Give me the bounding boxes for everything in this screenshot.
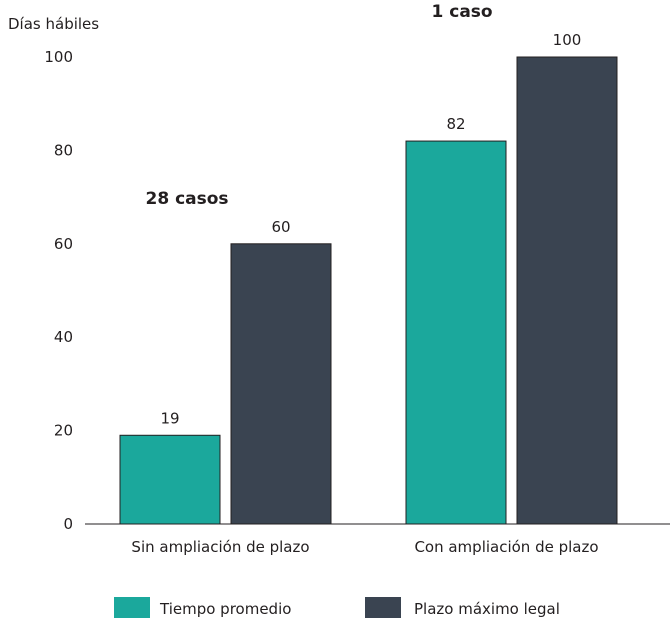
case-count-annotation: 28 casos [146,189,229,209]
y-tick-label: 40 [54,328,73,346]
bar-value-label: 82 [446,115,465,133]
case-count-annotation: 1 caso [432,2,493,22]
bar-plazo-maximo-legal [516,56,618,525]
category-labels: Sin ampliación de plazo Con ampliación de… [131,538,598,556]
bar-tiempo-promedio [119,434,221,525]
bar-value-label: 19 [160,409,179,427]
legend-label: Tiempo promedio [159,600,291,618]
legend-label: Plazo máximo legal [414,600,560,618]
y-tick-label: 0 [63,515,73,533]
y-tick-label: 20 [54,422,73,440]
bar-plazo-maximo-legal [230,243,332,525]
annotations: 28 casos 1 caso [146,2,493,209]
y-axis-ticks: 0 20 40 60 80 100 [44,48,73,533]
bar-value-label: 60 [271,218,290,236]
bar-tiempo-promedio [405,140,507,525]
y-axis-title: Días hábiles [8,15,99,33]
y-tick-label: 100 [44,48,73,66]
bars-group [119,56,618,525]
legend-swatch [114,597,150,618]
x-category-label: Con ampliación de plazo [414,538,598,556]
y-tick-label: 80 [54,141,73,159]
x-category-label: Sin ampliación de plazo [131,538,309,556]
bar-value-label: 100 [553,31,582,49]
value-labels: 19 60 82 100 [160,31,581,427]
legend: Tiempo promedio Plazo máximo legal [114,597,560,618]
legend-swatch [365,597,401,618]
y-tick-label: 60 [54,235,73,253]
